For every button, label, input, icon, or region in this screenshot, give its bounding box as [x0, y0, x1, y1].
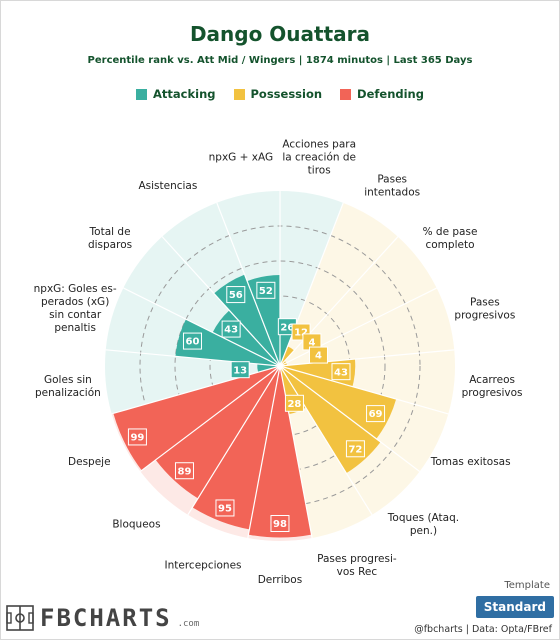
- wedge-separator: [105, 349, 281, 367]
- wedge-separator: [123, 287, 281, 367]
- value-box-npxg-goles-esperados-xg-sin-contar-penaltis: [182, 332, 202, 350]
- legend-item-possession[interactable]: Possession: [233, 87, 323, 101]
- category-label-tomas-exitosas: Tomas exitosas: [430, 456, 511, 468]
- wedge-separator: [279, 365, 449, 415]
- bar-derribos[interactable]: [248, 366, 312, 538]
- category-label-derribos: Derribos: [258, 574, 302, 586]
- value-label-acciones-para-la-creacion-de-tiros: 26: [280, 322, 294, 333]
- wedge-separator: [161, 236, 281, 367]
- category-label-asistencias: Asistencias: [138, 180, 197, 192]
- fbcharts-logo-icon: [6, 605, 34, 631]
- value-label-de-pase-completo: 4: [308, 338, 315, 349]
- value-box-pases-progresivos-rec: [284, 394, 304, 412]
- value-box-pases-progresivos: [308, 346, 328, 364]
- value-box-bloqueos: [174, 462, 194, 480]
- wedge-separator: [279, 202, 344, 367]
- legend-label-defending: Defending: [357, 87, 424, 101]
- bar-npxg-goles-esperados-xg-sin-contar-penaltis[interactable]: [175, 319, 280, 366]
- wedge-separator: [187, 365, 281, 516]
- value-box-tomas-exitosas: [366, 405, 386, 423]
- value-label-asistencias: 56: [229, 290, 243, 301]
- legend-swatch-attacking: [136, 88, 148, 100]
- value-box-despeje: [127, 428, 147, 446]
- value-label-derribos: 98: [273, 519, 287, 530]
- value-box-toques-ataq-pen: [345, 440, 365, 458]
- legend-item-attacking[interactable]: Attacking: [136, 87, 216, 101]
- bar-despeje[interactable]: [113, 366, 280, 471]
- category-label-bloqueos: Bloqueos: [112, 518, 160, 530]
- value-box-intercepciones: [215, 499, 235, 517]
- legend-swatch-possession: [233, 88, 245, 100]
- value-label-acarreos-progresivos: 43: [334, 367, 348, 378]
- template-standard-button[interactable]: Standard: [475, 596, 554, 618]
- legend-label-possession: Possession: [250, 87, 323, 101]
- data-credits: @fbcharts | Data: Opta/FBref: [414, 624, 552, 635]
- template-label: Template: [504, 580, 550, 591]
- value-box-acarreos-progresivos: [331, 363, 351, 381]
- wedge-separator: [279, 365, 373, 516]
- wedge-separator: [279, 365, 313, 539]
- legend-label-attacking: Attacking: [153, 87, 216, 101]
- category-label-toques-ataq-pen: Toques (Ataq. pen.): [387, 512, 459, 537]
- value-box-derribos: [270, 515, 290, 532]
- value-label-despeje: 99: [130, 433, 144, 444]
- background-wedge-pases-progresivos: [280, 288, 455, 366]
- brand-logo-block: FBCHARTS .com: [6, 604, 199, 632]
- legend-item-defending[interactable]: Defending: [340, 87, 424, 101]
- category-label-total-de-disparos: Total de disparos: [88, 226, 132, 251]
- chart-subtitle: Percentile rank vs. Att Mid / Wingers | …: [87, 55, 473, 66]
- value-label-tomas-exitosas: 69: [369, 409, 383, 420]
- legend: Attacking Possession Defending: [0, 87, 560, 101]
- category-label-pases-progresivos: Pases progresivos: [454, 296, 515, 321]
- value-label-pases-intentados: 12: [294, 328, 308, 339]
- category-label-pases-intentados: Pases intentados: [364, 173, 420, 198]
- wedge-separator: [247, 365, 281, 539]
- value-label-bloqueos: 89: [178, 466, 192, 477]
- value-box-asistencias: [226, 286, 246, 304]
- category-label-npxg-xag: npxG + xAG: [209, 152, 274, 164]
- wedge-separator: [279, 287, 437, 367]
- value-label-pases-progresivos-rec: 28: [287, 399, 301, 410]
- value-label-npxg-xag: 52: [259, 286, 273, 297]
- value-box-goles-sin-penalizacion: [230, 361, 250, 379]
- bar-pases-intentados[interactable]: [280, 346, 295, 366]
- wedge-separator: [139, 365, 281, 472]
- value-label-goles-sin-penalizacion: 13: [233, 365, 247, 376]
- value-box-npxg-xag: [256, 281, 276, 299]
- category-label-intercepciones: Intercepciones: [165, 560, 242, 572]
- chart-title: Dango Ouattara: [189, 22, 371, 46]
- value-label-total-de-disparos: 43: [224, 325, 238, 336]
- category-label-despeje: Despeje: [68, 456, 111, 468]
- brand-suffix: .com: [177, 619, 200, 629]
- category-label-de-pase-completo: % de pase completo: [423, 226, 478, 251]
- category-label-npxg-goles-esperados-xg-sin-contar-penaltis: npxG: Goles es-perados (xG) sin contar pen…: [34, 283, 117, 334]
- category-label-goles-sin-penalizacion: Goles sin penalización: [35, 374, 101, 399]
- value-box-total-de-disparos: [221, 320, 241, 338]
- value-label-pases-progresivos: 4: [315, 351, 322, 362]
- wedge-separator: [111, 365, 281, 415]
- legend-swatch-defending: [340, 88, 352, 100]
- category-label-pases-progresivos-rec: Pases progresi-vos Rec: [317, 553, 397, 578]
- category-label-acciones-para-la-creacion-de-tiros: Acciones para la creación de tiros: [282, 139, 356, 177]
- wedge-separator: [279, 365, 420, 472]
- category-label-acarreos-progresivos: Acarreos progresivos: [462, 374, 523, 399]
- bar-intercepciones[interactable]: [192, 366, 280, 530]
- value-label-intercepciones: 95: [218, 504, 232, 515]
- wedge-separator: [279, 236, 399, 367]
- value-label-toques-ataq-pen: 72: [348, 444, 362, 455]
- brand-name: FBCHARTS: [40, 604, 172, 632]
- value-label-npxg-goles-esperados-xg-sin-contar-penaltis: 60: [186, 337, 200, 348]
- wedge-separator: [216, 202, 281, 367]
